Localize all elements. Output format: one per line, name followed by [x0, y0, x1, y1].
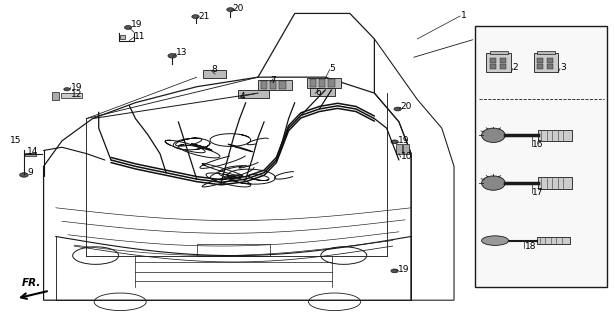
Circle shape — [227, 8, 234, 12]
Text: 20: 20 — [401, 102, 412, 111]
Ellipse shape — [481, 176, 505, 190]
Circle shape — [64, 88, 70, 91]
Ellipse shape — [481, 128, 505, 142]
Bar — [396, 144, 402, 154]
Text: 5: 5 — [330, 64, 335, 73]
Text: 1: 1 — [461, 12, 467, 20]
Text: 3: 3 — [560, 63, 565, 72]
Text: 14: 14 — [27, 147, 39, 156]
Circle shape — [20, 173, 28, 177]
Circle shape — [125, 26, 132, 29]
Bar — [403, 144, 410, 154]
Circle shape — [391, 140, 398, 144]
Bar — [486, 53, 511, 72]
Bar — [203, 70, 226, 78]
Bar — [279, 81, 286, 89]
Text: 16: 16 — [532, 140, 544, 149]
Bar — [270, 81, 276, 89]
Bar — [238, 90, 269, 98]
Bar — [25, 153, 36, 156]
Bar — [307, 78, 341, 88]
Bar — [310, 79, 316, 87]
Bar — [500, 64, 506, 69]
Bar — [490, 64, 496, 69]
Text: 2: 2 — [513, 63, 518, 72]
Bar — [489, 51, 508, 54]
Bar — [547, 58, 553, 63]
Bar — [537, 58, 543, 63]
Circle shape — [394, 107, 402, 111]
Bar — [261, 81, 267, 89]
Text: 17: 17 — [532, 188, 544, 197]
Text: FR.: FR. — [21, 278, 41, 288]
Text: 19: 19 — [398, 136, 409, 145]
Text: 12: 12 — [71, 90, 82, 99]
Bar — [120, 36, 125, 39]
Bar — [534, 53, 558, 72]
Bar — [538, 130, 572, 141]
Text: 13: 13 — [176, 48, 187, 57]
Bar — [52, 92, 59, 100]
Bar — [475, 26, 607, 287]
Text: 19: 19 — [398, 265, 409, 274]
Text: 9: 9 — [27, 168, 33, 177]
Bar — [310, 88, 335, 96]
Bar — [258, 80, 292, 90]
Text: 19: 19 — [131, 20, 142, 29]
Bar — [328, 79, 335, 87]
Bar — [538, 177, 572, 189]
Text: 11: 11 — [134, 32, 146, 41]
Bar — [537, 64, 543, 69]
Circle shape — [168, 53, 176, 58]
Text: 15: 15 — [10, 136, 21, 145]
Text: 7: 7 — [270, 76, 276, 85]
Bar — [547, 64, 553, 69]
Text: 21: 21 — [198, 12, 209, 21]
Bar — [537, 51, 555, 54]
Bar — [490, 58, 496, 63]
Text: 19: 19 — [71, 83, 83, 92]
Text: 18: 18 — [524, 242, 536, 251]
Text: 6: 6 — [315, 88, 321, 97]
Text: 8: 8 — [211, 65, 217, 74]
Text: 10: 10 — [401, 152, 412, 161]
Bar — [61, 93, 82, 98]
Text: 4: 4 — [239, 92, 245, 101]
Ellipse shape — [481, 236, 508, 245]
Circle shape — [391, 269, 398, 273]
Text: 20: 20 — [232, 4, 244, 13]
Circle shape — [192, 15, 199, 19]
Bar — [319, 79, 325, 87]
Bar — [500, 58, 506, 63]
Bar — [196, 244, 270, 256]
Bar — [537, 237, 570, 244]
